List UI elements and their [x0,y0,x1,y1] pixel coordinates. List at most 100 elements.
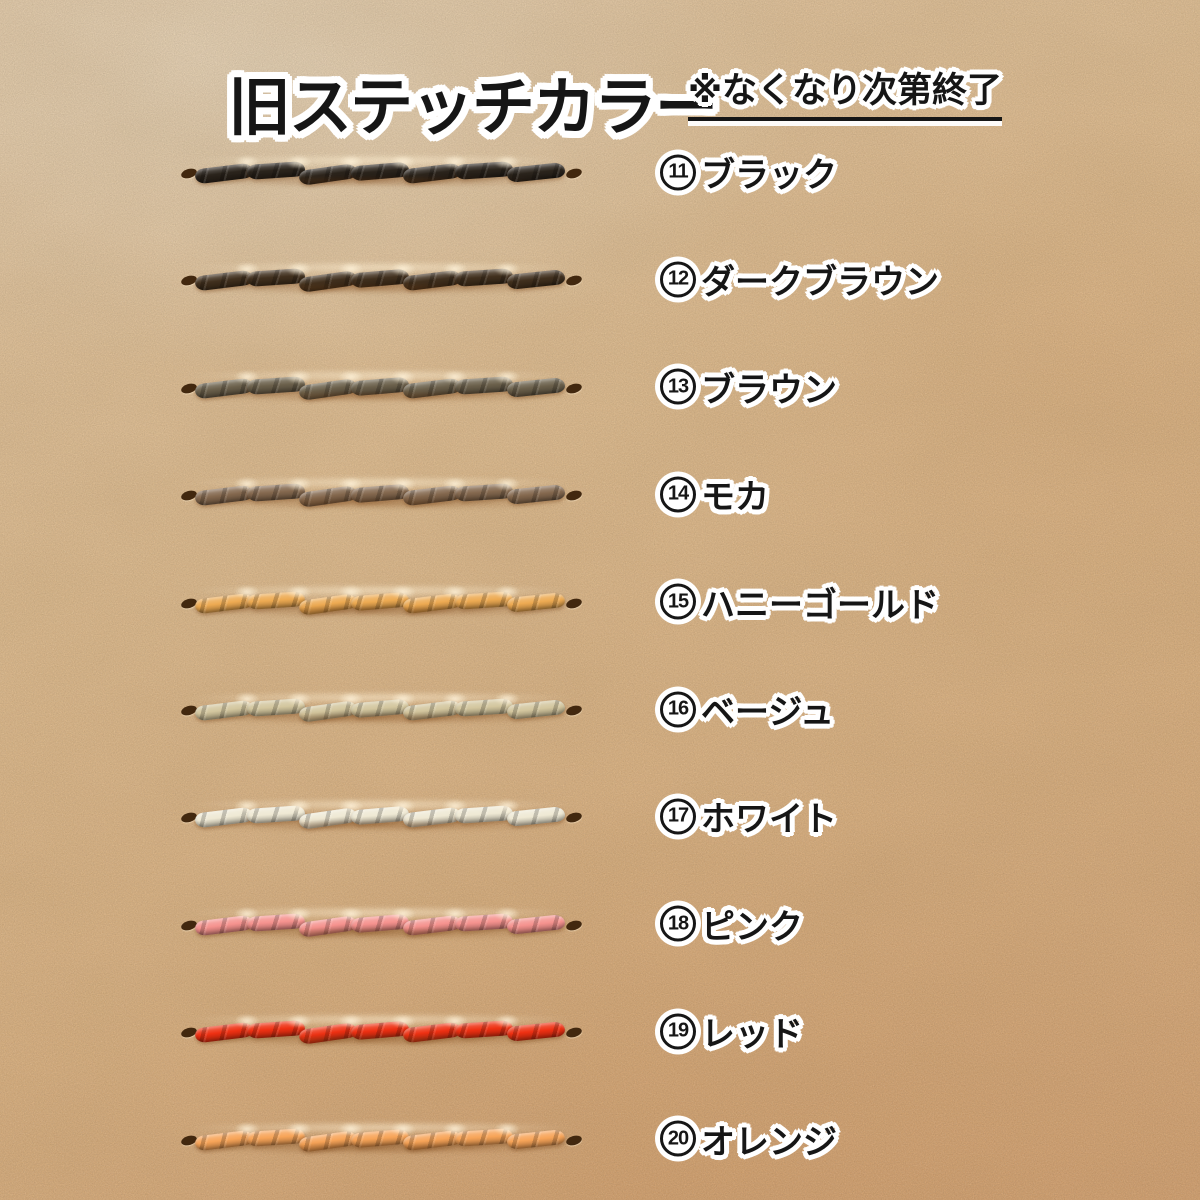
leather-bump [234,262,260,277]
leather-bump [286,477,312,492]
leather-bump [234,477,260,492]
swatch-label-beige: 16 ベージュ [660,685,834,734]
leather-bump [494,155,520,169]
availability-note: ※なくなり次第終了 [688,71,1003,121]
swatch-name: モカ [701,478,769,517]
leather-bump [442,799,468,814]
swatch-name: ブラック [701,156,837,195]
swatch-name: ハニーゴールド [701,586,939,625]
stitch-hole-right [565,1133,583,1147]
stitch-sample-honey-gold [180,584,583,616]
swatch-name: レッド [701,1015,803,1054]
leather-bump [286,369,312,384]
leather-bump [390,477,416,492]
swatch-name: ホワイト [701,800,837,839]
swatch-label-mocha: 14 モカ [660,470,769,519]
stitch-hole-right [565,596,583,610]
stitch-hole-right [565,811,583,825]
leather-bump [442,1014,468,1029]
leather-bump [442,262,468,277]
leather-bump [338,477,364,492]
swatch-number: 18 [660,905,696,942]
leather-bump [234,692,260,706]
stitch-sample-brown [180,369,583,401]
stitch-hole-right [565,381,583,395]
leather-bump [338,1121,364,1136]
swatch-number: 20 [660,1120,696,1157]
swatch-number: 12 [660,261,696,298]
leather-bump [390,799,416,814]
stitch-sample-orange [180,1121,583,1153]
stitch-hole-right [565,166,583,181]
stitch-hole-right [565,489,583,503]
leather-bump [286,692,312,706]
leather-bump [286,1014,312,1029]
swatch-name: ブラウン [701,371,837,410]
leather-bump [494,477,520,492]
swatch-label-dark-brown: 12 ダークブラウン [660,255,939,304]
swatch-row-mocha: 14 モカ [0,468,1200,520]
leather-bump [234,1014,260,1029]
leather-bump [338,369,364,384]
leather-bump [442,477,468,492]
swatch-row-red: 19 レッド [0,1005,1200,1057]
swatch-row-orange: 20 オレンジ [0,1113,1200,1165]
leather-bump [390,155,416,169]
leather-bump [390,584,416,599]
leather-bump [338,906,364,921]
leather-bump [234,799,260,814]
leather-bump [442,1121,468,1136]
leather-bump [494,799,520,814]
leather-bump [494,906,520,921]
swatch-number: 19 [660,1013,696,1050]
stitch-sample-pink [180,906,583,938]
leather-bump [494,1014,520,1029]
leather-bump [286,155,312,169]
leather-bump [390,906,416,921]
swatch-number: 13 [660,368,696,405]
leather-bump [338,584,364,599]
swatch-number: 14 [660,476,696,513]
swatch-name: ベージュ [701,693,834,732]
stitch-sample-beige [180,692,583,723]
swatch-row-beige: 16 ベージュ [0,683,1200,735]
swatch-row-dark-brown: 12 ダークブラウン [0,253,1200,305]
leather-bump [286,906,312,921]
leather-bump [494,262,520,277]
swatch-row-black: 11 ブラック [0,146,1200,198]
swatch-label-honey-gold: 15 ハニーゴールド [660,577,939,626]
leather-bump [234,584,260,599]
stitch-sample-dark-brown [180,262,583,294]
leather-bump [442,369,468,384]
swatch-label-orange: 20 オレンジ [660,1114,837,1163]
leather-bump [442,906,468,921]
leather-bump [390,1121,416,1136]
stitch-sample-white [180,799,583,831]
swatch-row-brown: 13 ブラウン [0,361,1200,413]
leather-bump [338,155,364,169]
swatch-label-black: 11 ブラック [660,148,837,197]
stitch-hole-right [565,918,583,932]
stitch-hole-right [565,703,583,718]
leather-bump [286,262,312,277]
stitch-sample-mocha [180,477,583,509]
swatch-label-red: 19 レッド [660,1007,803,1056]
leather-bump [338,799,364,814]
swatch-number: 17 [660,798,696,835]
swatch-label-white: 17 ホワイト [660,792,837,841]
leather-bump [494,1121,520,1136]
swatch-row-white: 17 ホワイト [0,790,1200,842]
leather-bump [390,1014,416,1029]
leather-bump [338,692,364,706]
swatch-row-honey-gold: 15 ハニーゴールド [0,576,1200,628]
swatch-name: オレンジ [701,1123,837,1162]
swatch-number: 11 [660,154,696,190]
leather-bump [338,1014,364,1029]
leather-bump [494,369,520,384]
swatch-name: ダークブラウン [701,263,939,302]
swatch-number: 16 [660,691,696,727]
page-title: 旧ステッチカラー [228,73,718,144]
leather-bump [234,369,260,384]
leather-bump [234,1121,260,1136]
leather-bump [442,692,468,706]
